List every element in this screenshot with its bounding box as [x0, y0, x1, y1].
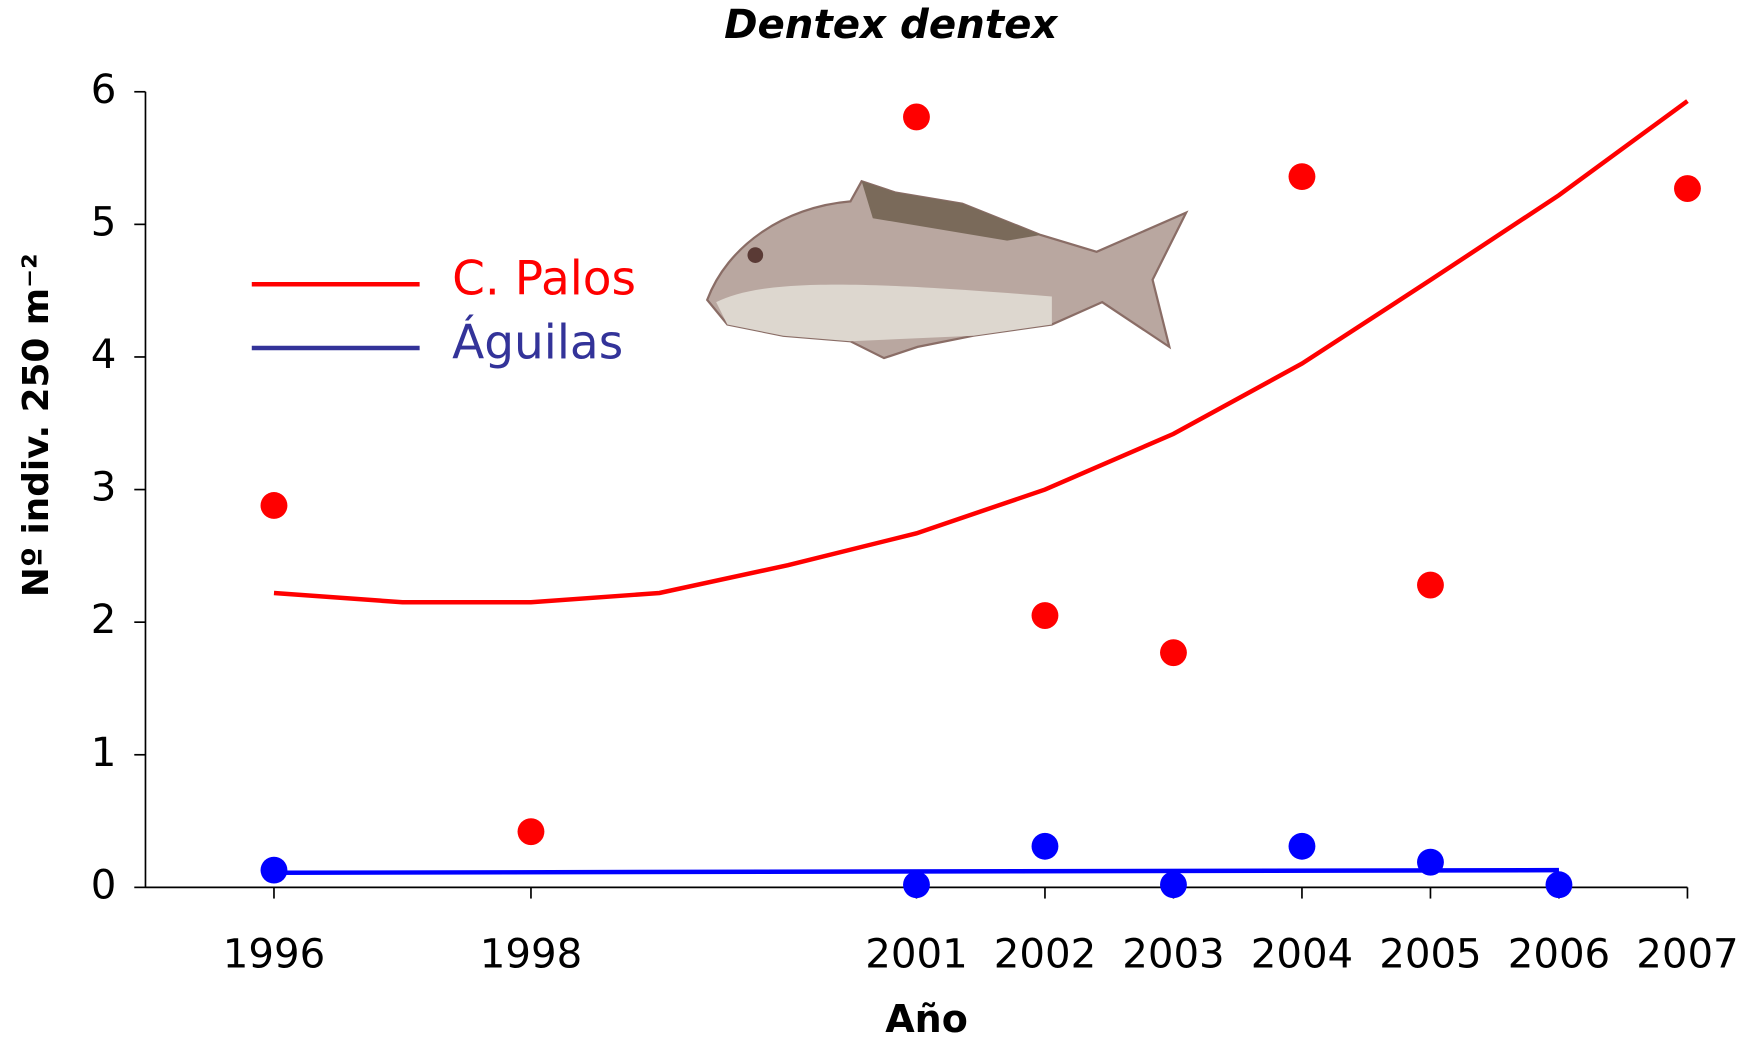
y-axis-label: Nº indiv. 250 m⁻²	[16, 253, 57, 597]
data-point	[903, 104, 930, 131]
data-point	[261, 492, 288, 519]
y-tick-label: 5	[91, 199, 117, 245]
y-tick-label: 4	[91, 332, 117, 378]
data-point	[903, 871, 930, 898]
y-tick-label: 2	[91, 597, 117, 643]
data-point	[1289, 163, 1316, 190]
x-tick-label: 2001	[865, 932, 967, 978]
x-tick-label: 2006	[1508, 932, 1610, 978]
x-tick-label: 1998	[480, 932, 582, 978]
legend-label: C. Palos	[452, 251, 636, 306]
x-tick-label: 1996	[223, 932, 325, 978]
y-tick-label: 1	[91, 730, 117, 776]
x-tick-label: 2007	[1636, 932, 1738, 978]
x-tick-label: 2004	[1251, 932, 1353, 978]
data-point	[1032, 833, 1059, 860]
y-tick-label: 6	[91, 67, 117, 113]
chart-title: Dentex dentex	[724, 2, 1059, 48]
data-point	[1546, 871, 1573, 898]
data-point	[1160, 639, 1187, 666]
x-axis-label: Año	[885, 997, 968, 1039]
x-tick-label: 2005	[1379, 932, 1481, 978]
y-tick-label: 0	[91, 862, 117, 908]
legend-label: Águilas	[452, 315, 623, 370]
chart: Dentex dentex Año Nº indiv. 250 m⁻² C. P…	[0, 0, 1749, 1039]
fish-image	[707, 181, 1186, 358]
x-tick-label: 2003	[1122, 932, 1224, 978]
data-point	[1160, 871, 1187, 898]
data-point	[1289, 833, 1316, 860]
data-point	[1417, 572, 1444, 599]
x-tick-label: 2002	[994, 932, 1096, 978]
y-tick-label: 3	[91, 465, 117, 511]
data-point	[518, 818, 545, 845]
data-point	[1674, 175, 1701, 202]
data-point	[261, 857, 288, 884]
data-point	[1032, 602, 1059, 629]
data-point	[1417, 849, 1444, 876]
